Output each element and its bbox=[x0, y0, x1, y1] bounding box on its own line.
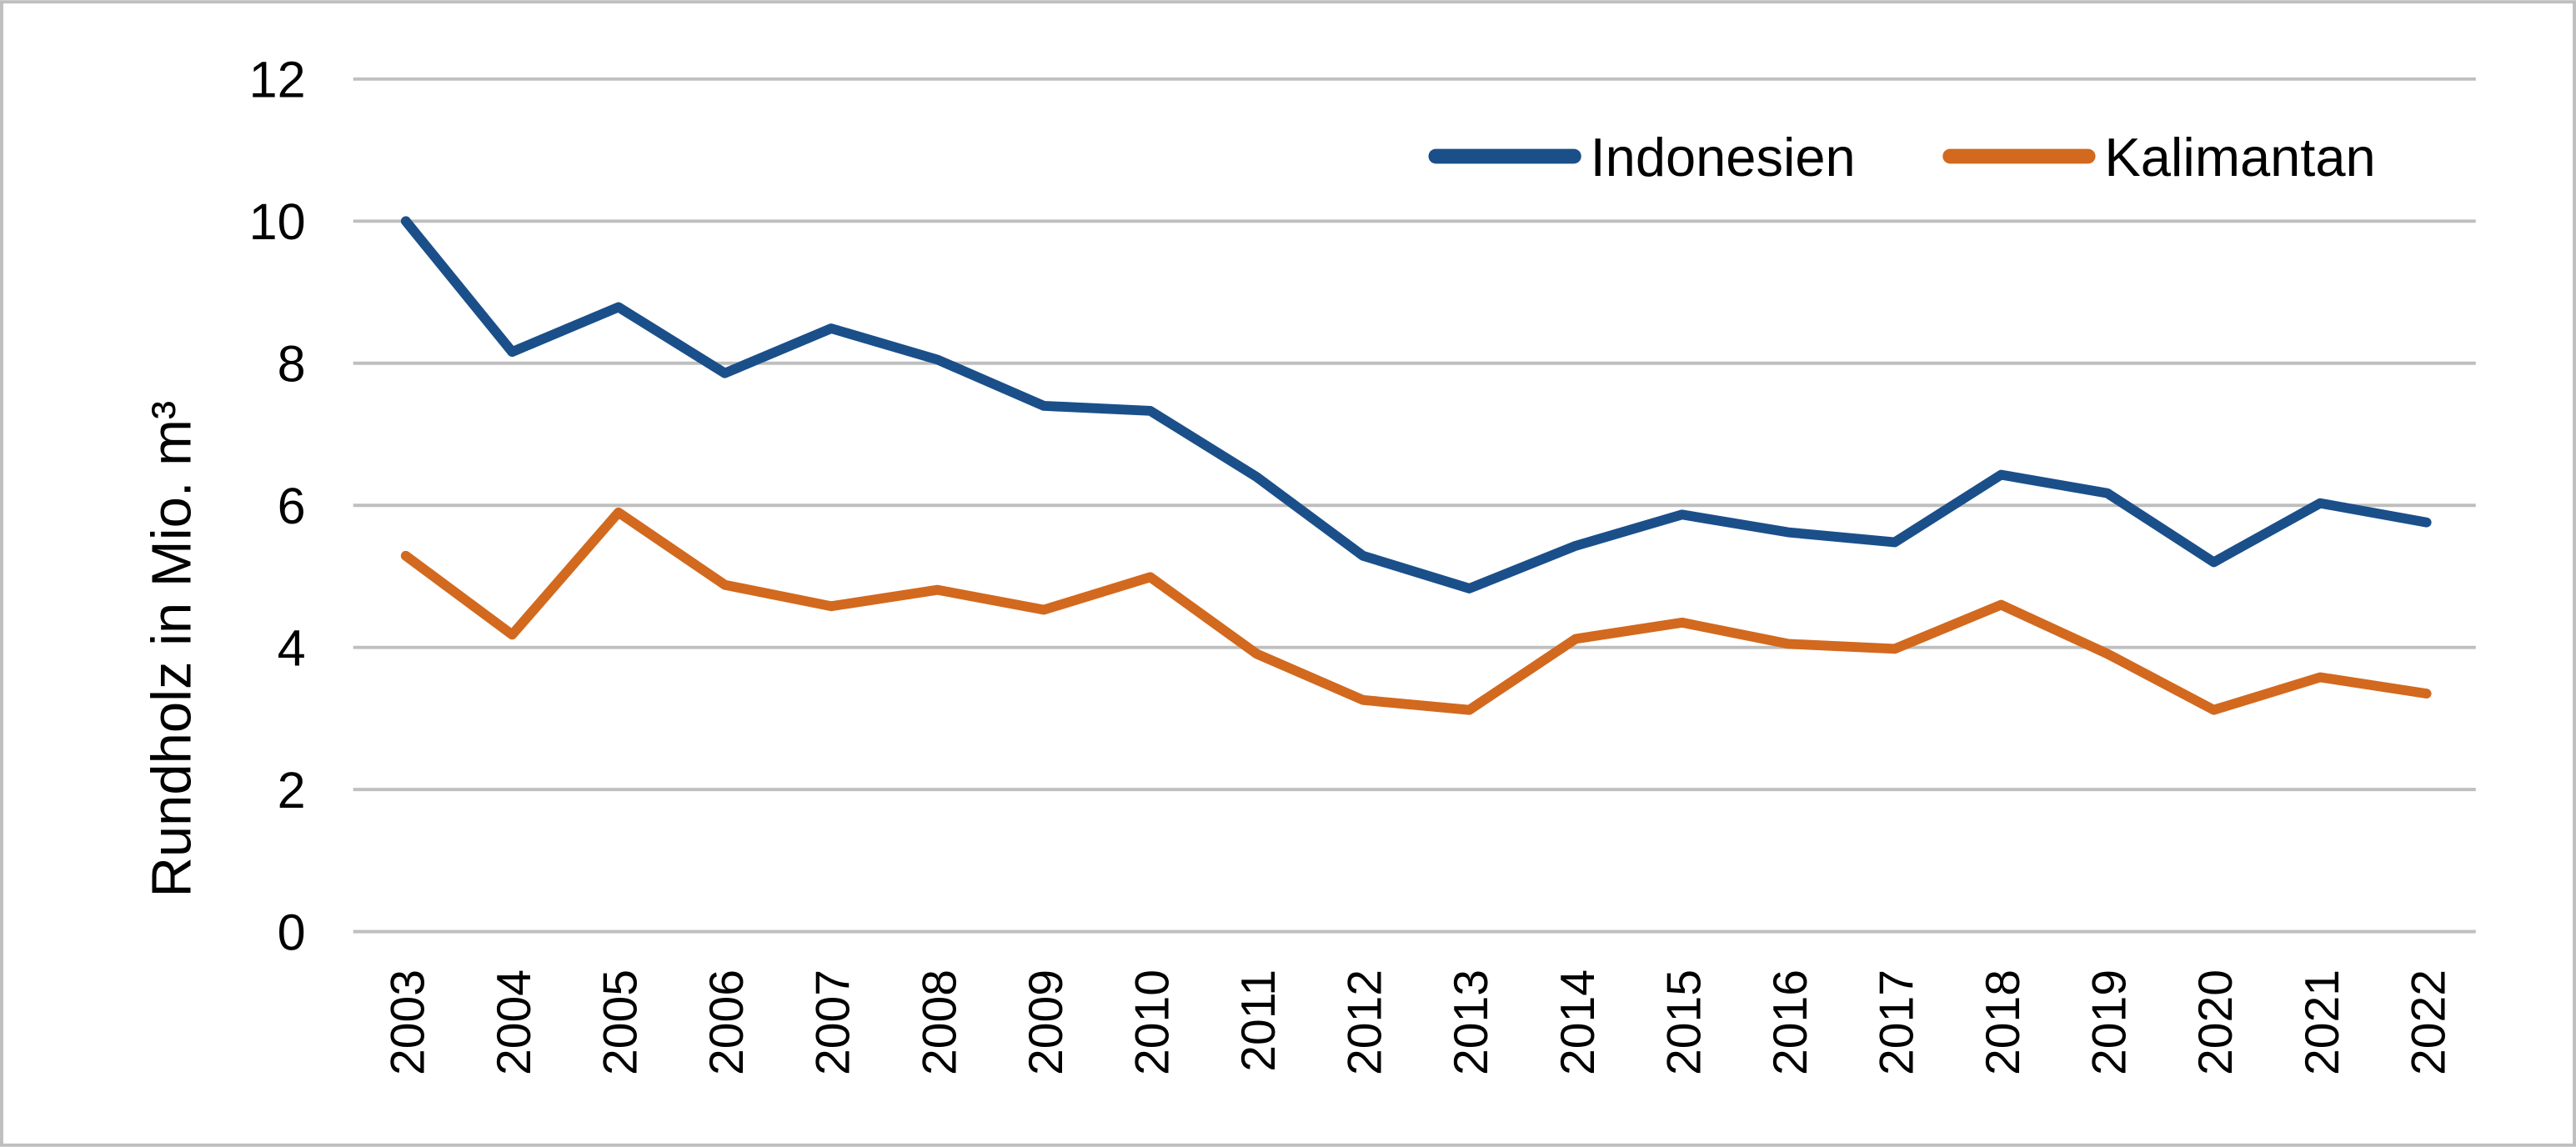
x-tick-label: 2011 bbox=[1232, 969, 1285, 1072]
x-tick-label: 2015 bbox=[1657, 969, 1711, 1075]
x-tick-labels: 2003 2004 2005 2006 2007 2008 2009 2010 2011 2012… bbox=[381, 969, 2455, 1075]
x-tick-label: 2018 bbox=[1977, 969, 2030, 1075]
legend-label: Kalimantan bbox=[2104, 127, 2375, 188]
x-tick-label: 2010 bbox=[1125, 969, 1179, 1075]
legend-label: Indonesien bbox=[1591, 127, 1856, 188]
x-tick-label: 2021 bbox=[2296, 969, 2349, 1075]
y-tick-labels: 0 2 4 6 8 10 12 bbox=[249, 52, 306, 961]
x-tick-label: 2020 bbox=[2189, 969, 2243, 1075]
series-lines bbox=[400, 216, 2432, 715]
x-tick-label: 2007 bbox=[807, 969, 860, 1075]
series-line-indonesien bbox=[400, 216, 2432, 594]
x-tick-label: 2004 bbox=[488, 969, 541, 1075]
x-tick-label: 2019 bbox=[2083, 969, 2137, 1075]
y-tick-label: 6 bbox=[278, 478, 306, 534]
y-axis-label: Rundholz in Mio. m³ bbox=[141, 401, 203, 898]
legend: Indonesien Kalimantan bbox=[1428, 127, 2376, 188]
y-tick-label: 4 bbox=[278, 619, 306, 676]
y-tick-label: 2 bbox=[278, 762, 306, 819]
x-tick-label: 2012 bbox=[1339, 969, 1392, 1075]
x-tick-label: 2014 bbox=[1551, 969, 1605, 1075]
x-tick-label: 2022 bbox=[2402, 969, 2455, 1075]
x-tick-label: 2005 bbox=[594, 969, 648, 1075]
series-line-kalimantan bbox=[400, 507, 2432, 715]
y-tick-label: 10 bbox=[249, 193, 306, 250]
y-tick-label: 0 bbox=[278, 904, 306, 960]
x-tick-label: 2008 bbox=[913, 969, 966, 1075]
x-tick-label: 2017 bbox=[1870, 969, 1923, 1075]
x-tick-label: 2006 bbox=[700, 969, 754, 1075]
y-tick-label: 12 bbox=[249, 52, 306, 108]
x-tick-label: 2016 bbox=[1764, 969, 1817, 1075]
x-tick-label: 2009 bbox=[1020, 969, 1073, 1075]
x-tick-label: 2003 bbox=[381, 969, 434, 1075]
y-tick-label: 8 bbox=[278, 335, 306, 392]
x-tick-label: 2013 bbox=[1445, 969, 1498, 1075]
